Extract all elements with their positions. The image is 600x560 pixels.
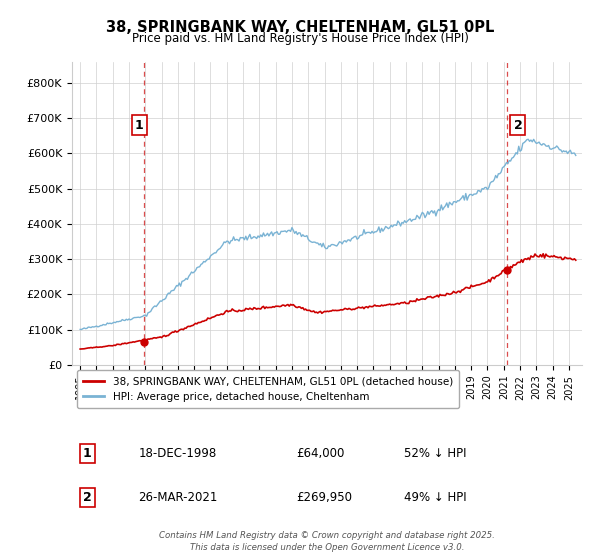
Text: 49% ↓ HPI: 49% ↓ HPI <box>404 491 466 504</box>
Text: 26-MAR-2021: 26-MAR-2021 <box>139 491 218 504</box>
Text: 18-DEC-1998: 18-DEC-1998 <box>139 447 217 460</box>
Text: £64,000: £64,000 <box>296 447 345 460</box>
Text: 1: 1 <box>135 119 143 132</box>
Text: 2: 2 <box>514 119 522 132</box>
Text: 1: 1 <box>83 447 92 460</box>
Text: 38, SPRINGBANK WAY, CHELTENHAM, GL51 0PL: 38, SPRINGBANK WAY, CHELTENHAM, GL51 0PL <box>106 20 494 35</box>
Text: 2: 2 <box>83 491 92 504</box>
Legend: 38, SPRINGBANK WAY, CHELTENHAM, GL51 0PL (detached house), HPI: Average price, d: 38, SPRINGBANK WAY, CHELTENHAM, GL51 0PL… <box>77 370 459 408</box>
Text: This data is licensed under the Open Government Licence v3.0.: This data is licensed under the Open Gov… <box>190 543 464 553</box>
Text: Contains HM Land Registry data © Crown copyright and database right 2025.: Contains HM Land Registry data © Crown c… <box>159 531 495 540</box>
Text: Price paid vs. HM Land Registry's House Price Index (HPI): Price paid vs. HM Land Registry's House … <box>131 32 469 45</box>
Text: £269,950: £269,950 <box>296 491 352 504</box>
Text: 52% ↓ HPI: 52% ↓ HPI <box>404 447 466 460</box>
